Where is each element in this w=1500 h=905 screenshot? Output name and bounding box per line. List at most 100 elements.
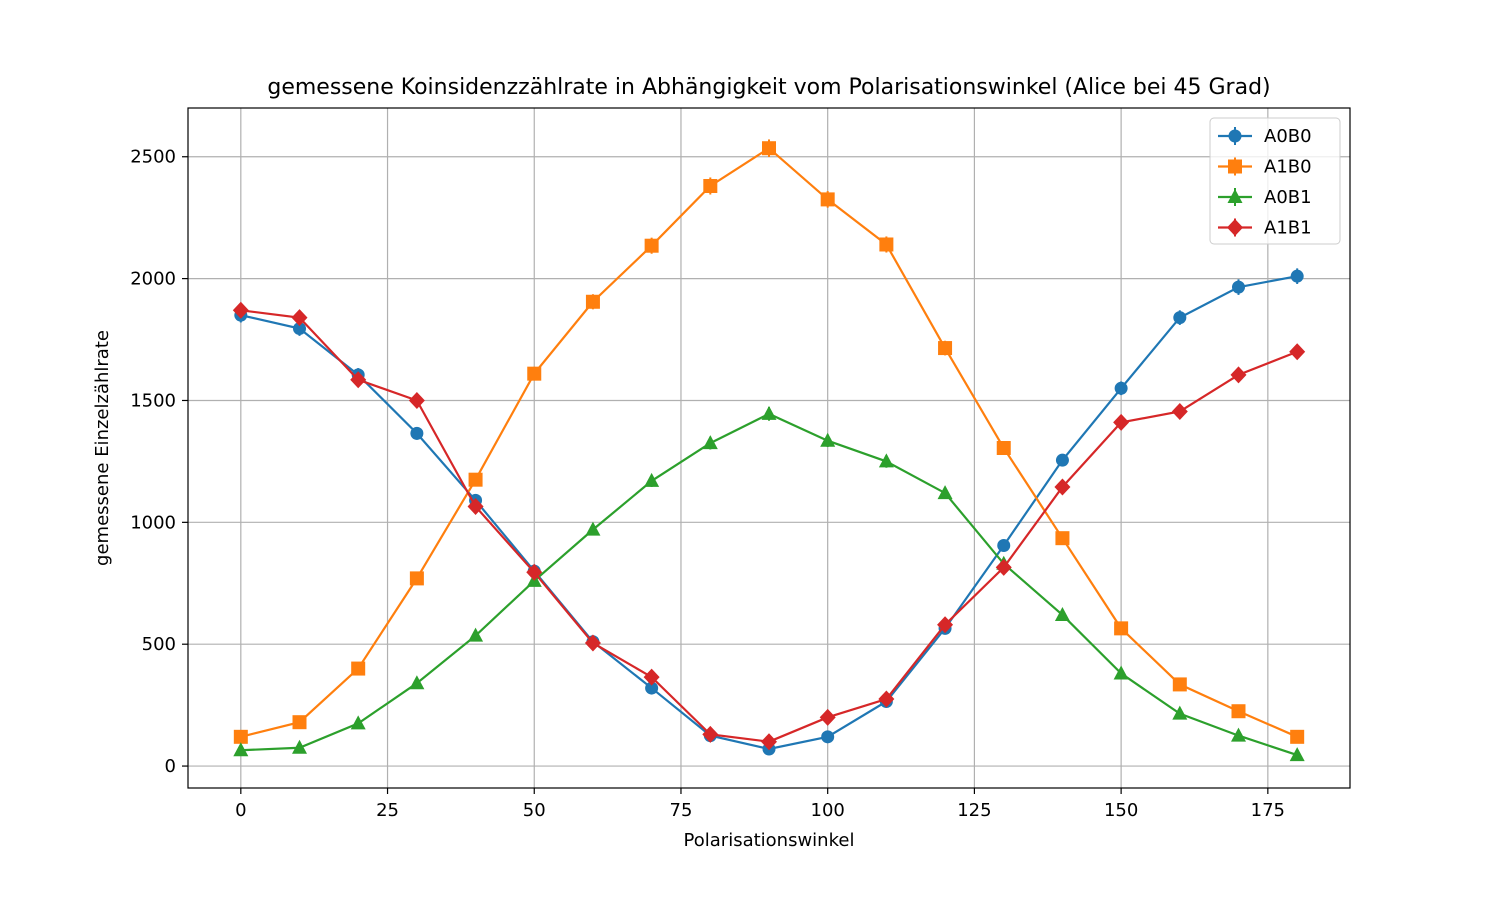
legend-label-A0B1: A0B1 <box>1264 187 1312 208</box>
data-point-A0B1 <box>820 432 836 447</box>
data-point-A1B0 <box>233 729 248 744</box>
legend-label-A1B0: A1B0 <box>1264 157 1312 178</box>
data-point-A1B1 <box>526 563 543 581</box>
data-point-A0B0 <box>293 322 307 336</box>
data-point-A0B0 <box>1114 381 1128 395</box>
legend: A0B0 A1B0 A0B1 A1B1 <box>1209 117 1341 245</box>
data-point-A1B0 <box>527 366 542 381</box>
data-point-A0B1 <box>292 739 308 754</box>
x-tick-label: 100 <box>811 800 845 821</box>
data-point-A0B0 <box>1173 311 1187 325</box>
data-point-A1B1 <box>761 733 777 751</box>
chart-title: gemessene Koinsidenzzählrate in Abhängig… <box>267 75 1270 100</box>
y-tick-label: 2500 <box>130 147 176 168</box>
data-point-A0B0 <box>1055 453 1069 467</box>
y-tick-label: 1000 <box>130 512 176 533</box>
data-point-A0B0 <box>1290 269 1304 283</box>
x-tick-label: 50 <box>523 800 546 821</box>
data-point-A1B0 <box>409 571 424 586</box>
data-point-A1B0 <box>468 472 483 487</box>
y-tick-label: 500 <box>142 634 176 655</box>
data-point-A0B0 <box>410 426 424 440</box>
data-point-A0B1 <box>468 627 484 642</box>
data-point-A1B1 <box>232 301 249 319</box>
data-point-A1B0 <box>820 192 835 207</box>
data-point-A1B0 <box>585 294 600 309</box>
data-point-A0B1 <box>1172 705 1188 720</box>
data-point-A1B0 <box>292 715 307 730</box>
data-point-A1B0 <box>996 441 1011 455</box>
data-point-A1B0 <box>1290 729 1305 744</box>
legend-label-A1B1: A1B1 <box>1264 218 1312 239</box>
data-point-A1B1 <box>1171 402 1188 420</box>
data-point-A0B1 <box>585 521 601 536</box>
data-point-A1B1 <box>643 668 660 686</box>
data-point-A1B1 <box>1289 343 1306 361</box>
data-point-A0B0 <box>821 730 835 744</box>
legend-label-A0B0: A0B0 <box>1264 126 1312 147</box>
data-point-A0B1 <box>1054 606 1070 621</box>
y-tick-label: 2000 <box>130 269 176 290</box>
x-tick-label: 125 <box>957 800 991 821</box>
data-point-A1B1 <box>1054 478 1071 496</box>
series-layer <box>232 139 1306 762</box>
data-point-A0B1 <box>702 435 718 450</box>
data-point-A1B0 <box>703 178 718 193</box>
data-point-A0B1 <box>644 472 660 487</box>
data-point-A0B1 <box>761 405 777 420</box>
y-tick-label: 0 <box>165 756 176 777</box>
data-point-A1B1 <box>408 391 425 409</box>
data-point-A1B1 <box>702 725 719 743</box>
data-point-A0B1 <box>233 742 249 757</box>
data-point-A1B0 <box>1055 531 1070 546</box>
data-point-A1B0 <box>351 661 366 676</box>
x-tick-label: 150 <box>1104 800 1138 821</box>
series-A1B1 <box>232 301 1306 751</box>
series-A0B1 <box>233 405 1305 762</box>
axis-layer: 0 25 50 75 100 125 150 175 0 500 1000 1500 2000 2500 <box>130 147 1285 821</box>
data-point-A1B1 <box>584 634 601 652</box>
data-point-A0B0 <box>997 538 1011 552</box>
data-point-A1B1 <box>1230 366 1247 384</box>
data-point-A0B1 <box>409 675 425 690</box>
legend-box <box>1209 117 1341 245</box>
legend-marker-A0B1 <box>1227 189 1243 203</box>
y-axis-label: gemessene Einzelzählrate <box>92 330 113 566</box>
data-point-A1B0 <box>879 237 894 252</box>
x-tick-label: 0 <box>235 800 246 821</box>
data-point-A1B1 <box>467 497 484 515</box>
data-point-A1B1 <box>291 309 308 327</box>
data-point-A1B1 <box>995 558 1012 576</box>
data-point-A0B0 <box>1231 280 1245 294</box>
x-tick-label: 25 <box>376 800 399 821</box>
data-point-A1B1 <box>350 371 367 389</box>
data-point-A0B1 <box>937 485 953 500</box>
data-point-A0B1 <box>350 715 366 730</box>
series-A1B0 <box>233 139 1305 744</box>
data-point-A1B1 <box>937 616 954 634</box>
data-point-A0B1 <box>1230 727 1246 742</box>
data-point-A0B1 <box>1113 665 1129 680</box>
legend-marker-A0B0 <box>1228 129 1242 143</box>
data-point-A1B1 <box>1113 413 1130 431</box>
data-point-A1B1 <box>878 690 895 708</box>
legend-marker-A1B1 <box>1227 219 1243 236</box>
data-point-A1B0 <box>1172 677 1187 692</box>
plot-frame <box>187 107 1351 789</box>
data-point-A1B0 <box>762 141 776 156</box>
data-point-A1B0 <box>1114 621 1129 636</box>
data-point-A0B1 <box>878 453 894 468</box>
data-point-A0B0 <box>645 681 659 695</box>
plot-area <box>188 108 1350 788</box>
x-tick-label: 175 <box>1251 800 1285 821</box>
data-point-A1B0 <box>1231 704 1246 719</box>
data-point-A1B1 <box>819 708 836 726</box>
data-point-A1B0 <box>938 341 953 356</box>
x-axis-label: Polarisationswinkel <box>684 830 855 851</box>
y-tick-label: 1500 <box>130 390 176 411</box>
data-point-A1B0 <box>644 238 659 253</box>
data-point-A0B1 <box>1289 747 1305 762</box>
legend-marker-A1B0 <box>1228 159 1242 174</box>
